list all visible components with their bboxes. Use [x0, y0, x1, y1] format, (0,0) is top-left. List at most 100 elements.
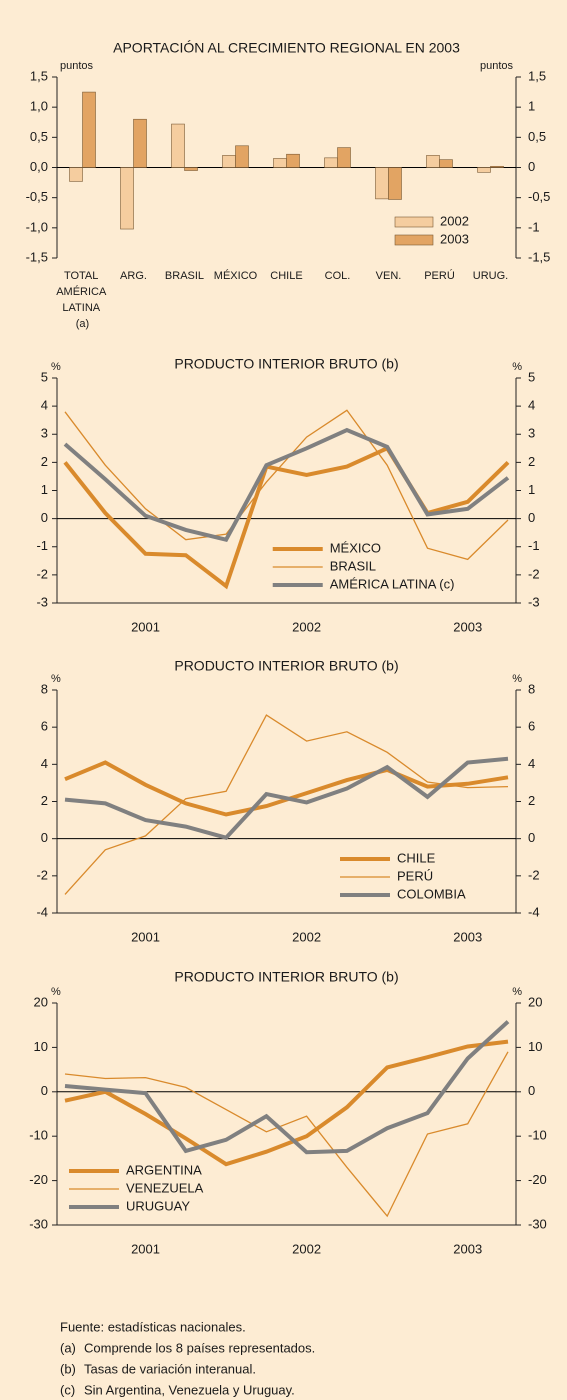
y-tick-label: -2: [36, 867, 48, 882]
line-series: [63, 427, 510, 543]
chart-title: PRODUCTO INTERIOR BRUTO (b): [174, 356, 398, 372]
bar: [286, 153, 300, 168]
x-tick-label-line: CHILE: [270, 270, 302, 282]
y2-tick-label: -30: [528, 1216, 547, 1231]
note-text: Tasas de variación interanual.: [84, 1361, 256, 1376]
y2-tick-label: 2: [528, 454, 535, 469]
x-tick-label: 2002: [292, 1241, 321, 1256]
x-tick-label-line: BRASIL: [165, 270, 204, 282]
y-tick-label: -3: [36, 594, 48, 609]
y2-tick-label: 0,5: [528, 129, 546, 144]
x-tick-label: 2002: [292, 619, 321, 634]
chart-title: APORTACIÓN AL CRECIMIENTO REGIONAL EN 20…: [113, 40, 460, 56]
bar: [184, 167, 198, 171]
line-series: [64, 714, 509, 895]
source: Fuente: estadísticas nacionales.: [60, 1319, 246, 1334]
y2-tick-label: 6: [528, 719, 535, 734]
y2-tick-label: 1,5: [528, 68, 546, 83]
x-tick-label: TOTAL AMÉRICA LATINA (a): [56, 270, 109, 330]
legend-swatch: [394, 216, 434, 228]
x-tick-label-line: LATINA: [62, 302, 102, 314]
chart-title: PRODUCTO INTERIOR BRUTO (b): [174, 658, 398, 674]
y-tick-label: 3: [41, 426, 48, 441]
y-tick-label: 1,5: [30, 68, 48, 83]
x-tick-label-line: (a): [76, 318, 89, 330]
x-tick-label: 2003: [453, 929, 482, 944]
note-mark: (a): [60, 1340, 76, 1355]
line-series: [64, 760, 509, 817]
legend-label: URUGUAY: [126, 1198, 190, 1213]
y2-tick-label: 4: [528, 398, 535, 413]
x-tick-label: 2003: [453, 619, 482, 634]
bar: [375, 167, 389, 200]
bar: [324, 157, 338, 168]
y2-axis-label: puntos: [480, 60, 514, 72]
y-tick-label: 6: [41, 719, 48, 734]
y2-axis-label: %: [512, 673, 522, 685]
note-text: Comprende los 8 países representados.: [84, 1340, 315, 1355]
x-tick-label: URUG.: [473, 270, 508, 282]
line-series: [63, 445, 510, 590]
x-tick-label-line: COL.: [325, 270, 351, 282]
y-tick-label: 0: [41, 1083, 48, 1098]
legend-label: COLOMBIA: [397, 886, 466, 901]
bar: [337, 147, 351, 168]
x-tick-label: CHILE: [270, 270, 302, 282]
y-axis-label: puntos: [60, 60, 94, 72]
bar: [439, 159, 453, 168]
y-tick-label: 4: [41, 398, 48, 413]
y2-tick-label: 3: [528, 426, 535, 441]
chart-title: PRODUCTO INTERIOR BRUTO (b): [174, 969, 398, 985]
x-tick-label: PERÚ: [424, 269, 455, 282]
y-tick-label: 0,5: [30, 129, 48, 144]
y2-tick-label: 5: [528, 369, 535, 384]
y-axis-label: %: [51, 673, 61, 685]
legend-label: MÉXICO: [330, 540, 381, 555]
x-tick-label-line: VEN.: [376, 270, 402, 282]
y-tick-label: 2: [41, 793, 48, 808]
y2-axis-label: %: [512, 986, 522, 998]
y-tick-label: 5: [41, 369, 48, 384]
bar: [426, 155, 440, 168]
y2-tick-label: 4: [528, 756, 535, 771]
y2-tick-label: -0,5: [528, 189, 550, 204]
y2-tick-label: -2: [528, 566, 540, 581]
x-tick-label: BRASIL: [165, 270, 204, 282]
y2-tick-label: 0: [528, 510, 535, 525]
note-mark: (b): [60, 1361, 76, 1376]
legend-label: ARGENTINA: [126, 1162, 202, 1177]
y-tick-label: 20: [34, 994, 48, 1009]
y-tick-label: 1: [41, 482, 48, 497]
bar: [273, 158, 287, 168]
line-series: [64, 1020, 510, 1155]
y2-tick-label: 0: [528, 159, 535, 174]
bar: [133, 118, 147, 168]
y-axis-label: %: [51, 361, 61, 373]
x-tick-label: 2001: [131, 1241, 160, 1256]
x-tick-label-line: AMÉRICA: [56, 285, 109, 298]
y2-tick-label: -1: [528, 219, 540, 234]
line-series: [64, 1039, 509, 1167]
note-text: Sin Argentina, Venezuela y Uruguay.: [84, 1382, 295, 1397]
x-tick-label-line: MÉXICO: [214, 269, 258, 282]
x-tick-label: 2001: [131, 619, 160, 634]
bar: [82, 91, 96, 168]
x-tick-label: VEN.: [376, 270, 402, 282]
y-tick-label: 10: [34, 1039, 48, 1054]
y-tick-label: 0,0: [30, 159, 48, 174]
y-tick-label: 4: [41, 756, 48, 771]
bar: [490, 165, 504, 168]
x-tick-label: MÉXICO: [214, 269, 258, 282]
y2-tick-label: 1: [528, 482, 535, 497]
y2-tick-label: -10: [528, 1128, 547, 1143]
y2-tick-label: 10: [528, 1039, 542, 1054]
y-tick-label: -4: [36, 904, 48, 919]
y2-tick-label: -2: [528, 867, 540, 882]
x-tick-label: COL.: [325, 270, 351, 282]
x-tick-label-line: URUG.: [473, 270, 508, 282]
y-tick-label: -1,5: [26, 249, 48, 264]
y-tick-label: 2: [41, 454, 48, 469]
y2-tick-label: 20: [528, 994, 542, 1009]
bar: [171, 123, 185, 168]
